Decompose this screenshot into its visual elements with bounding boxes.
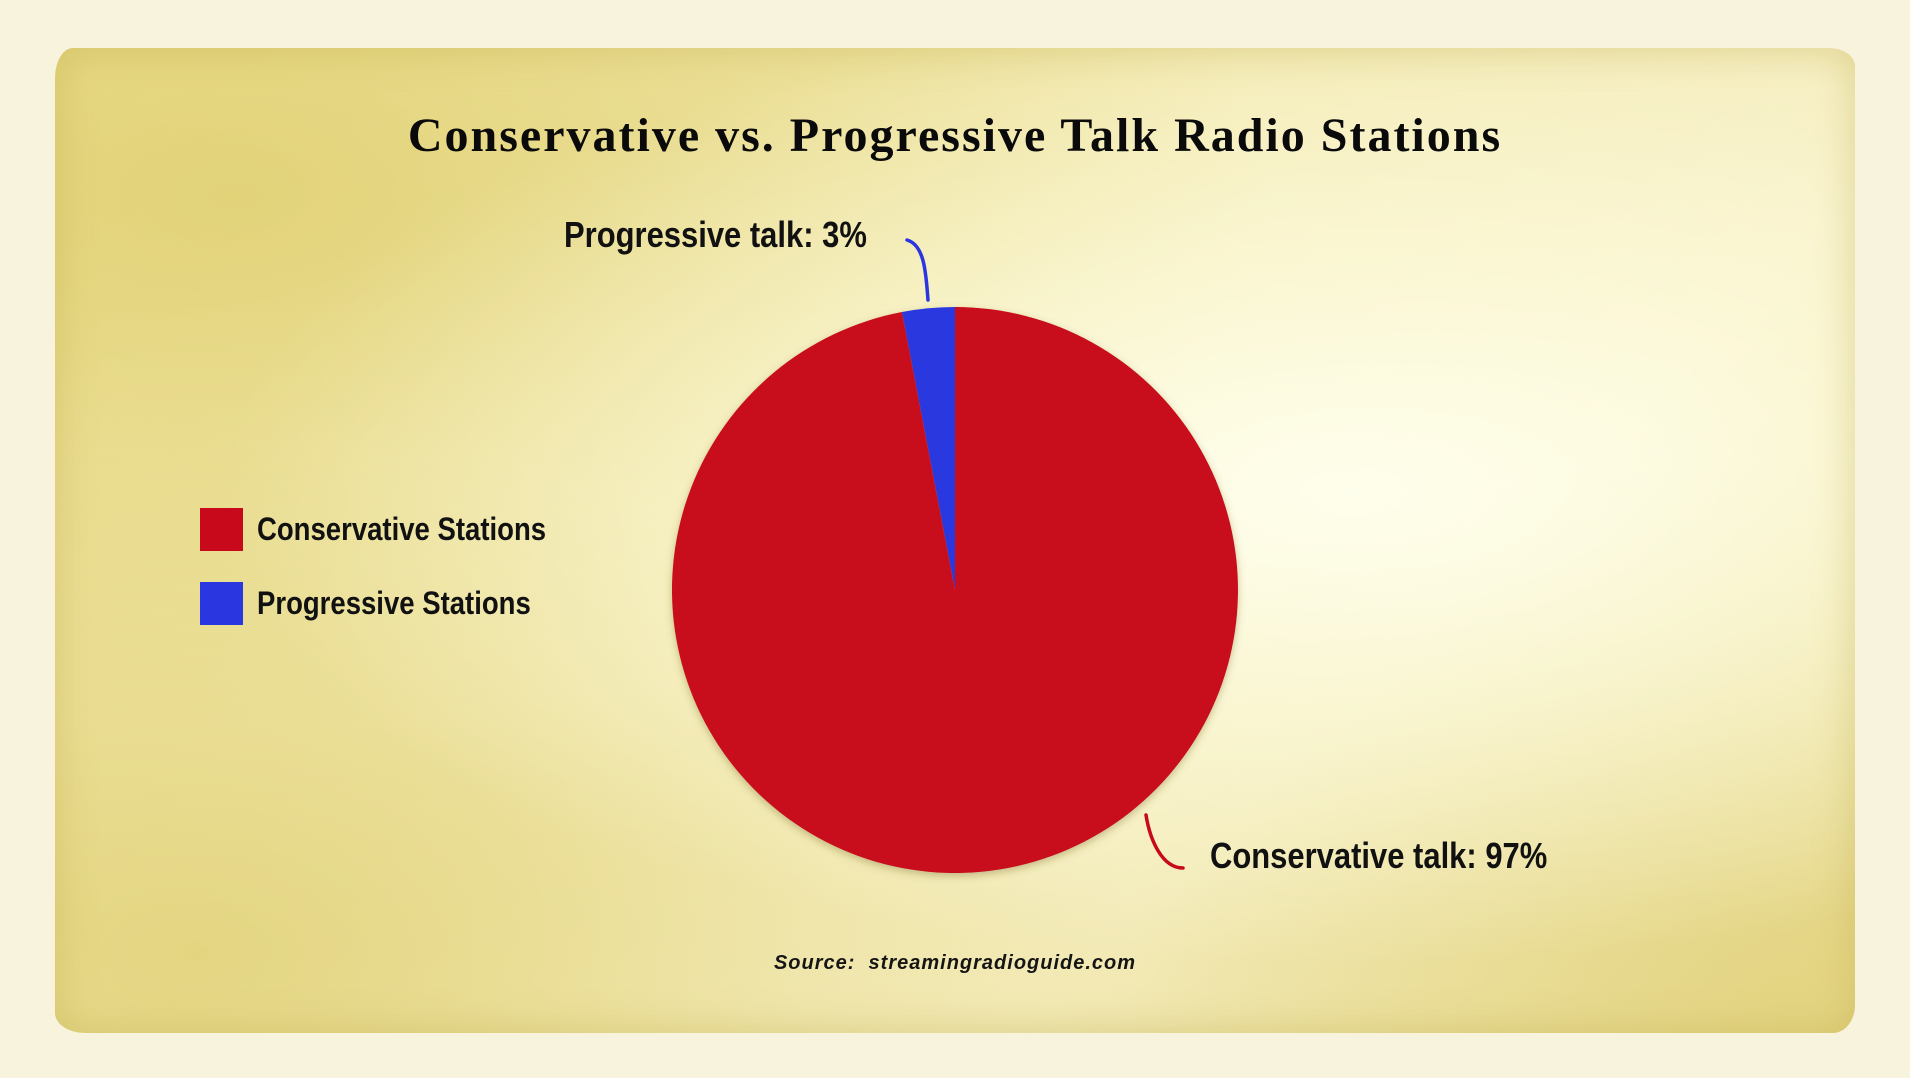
conservative-leader-line	[1144, 813, 1185, 870]
legend-swatch-progressive	[200, 581, 243, 625]
chart-title: Conservative vs. Progressive Talk Radio …	[407, 109, 1503, 162]
progressive-leader-line	[905, 238, 930, 302]
pie-slice-conservative	[671, 307, 1238, 873]
source-prefix: Source:	[773, 952, 856, 974]
pie-slice-progressive	[901, 307, 955, 590]
source-note: Source: streamingradioguide.com	[0, 952, 1910, 975]
legend: Conservative Stations Progressive Statio…	[200, 506, 593, 654]
legend-item-progressive: Progressive Stations	[200, 580, 593, 626]
data-label-progressive: Progressive talk: 3%	[564, 214, 867, 255]
legend-label-conservative: Conservative Stations	[257, 510, 547, 547]
legend-swatch-conservative	[200, 507, 243, 551]
legend-item-conservative: Conservative Stations	[200, 506, 593, 552]
legend-label-progressive: Progressive Stations	[257, 584, 531, 621]
source-text: streamingradioguide.com	[868, 952, 1137, 974]
data-label-conservative: Conservative talk: 97%	[1210, 835, 1548, 876]
